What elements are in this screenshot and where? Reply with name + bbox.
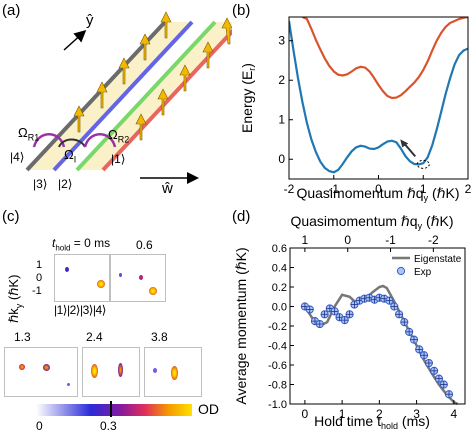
x-tick-label: 2	[376, 407, 383, 421]
y-axis-label: Average momentum (ℏK)	[233, 247, 249, 404]
absorption-image-t24	[82, 347, 140, 397]
frame-label-4: 3.8	[151, 330, 168, 344]
coupling-r2	[83, 133, 117, 148]
panel-label-b: (b)	[232, 2, 251, 19]
spin-arrows	[73, 11, 232, 141]
frame-label-0: thold = 0 ms	[52, 236, 111, 253]
y-axis-arrow	[63, 29, 87, 51]
panel-label-c: (c)	[2, 208, 20, 225]
x-axis-label: Hold time thold (ms)	[314, 413, 430, 431]
frame-label-1: 0.6	[136, 238, 153, 252]
c-ytick-0: 0	[36, 272, 43, 284]
x-tick-label: 4	[450, 407, 457, 421]
x-tick-label: 1	[420, 182, 427, 196]
omega-r2-label: ΩR2	[108, 127, 130, 145]
annotation-arrowhead	[400, 139, 409, 148]
c-ylabel: ℏky (ℏK)	[6, 274, 24, 324]
shaded-strip-right	[77, 22, 232, 170]
x-tick-label: -1	[328, 182, 339, 196]
x-tick-label: 2	[465, 182, 471, 196]
rail-3	[52, 20, 194, 172]
legend-eigenstate-label: Eigenstate	[414, 254, 462, 265]
rail-4	[25, 20, 167, 172]
c-ytick-neg1: -1	[32, 285, 42, 297]
od-colorbar	[36, 404, 192, 416]
y-tick-label: 0.0	[272, 302, 287, 314]
y-tick-label: -1.0	[268, 399, 287, 411]
colorbar-tick-0: 0	[36, 419, 43, 433]
w-axis-label: ŵ	[162, 180, 173, 197]
frame-label-2: 1.3	[14, 330, 31, 344]
y-tick-label: 0.6	[272, 243, 287, 255]
absorption-image-t38	[144, 347, 202, 397]
y-tick-label: -0.4	[268, 341, 287, 353]
y-tick-label: 0	[278, 152, 285, 166]
eigenstate-line	[303, 284, 459, 406]
x-tick-label: 0	[375, 182, 382, 196]
x-tick-label: -2	[284, 182, 295, 196]
absorption-image-t06	[110, 254, 166, 302]
omega-i-label: ΩI	[64, 147, 77, 165]
x-tick-label: 1	[339, 407, 346, 421]
legend-exp-label: Exp	[414, 267, 432, 278]
omega-r1-label: ΩR1	[18, 125, 40, 143]
y-tick-label: 0.2	[272, 282, 287, 294]
colorbar-label: OD	[198, 401, 219, 417]
band-structure-chart: -2 -1 0 1 2 0 1 2 3 Quasimomentum ℏqy (ℏK) Energy …	[239, 16, 471, 203]
x-tick-label: 0	[302, 407, 309, 421]
band-1-line	[289, 20, 468, 174]
panel-label-a: (a)	[2, 2, 21, 19]
absorption-image-t13	[4, 347, 78, 397]
top-tick-label: 1	[302, 233, 309, 247]
annotation-circle	[416, 159, 430, 169]
panel-label-d: (d)	[232, 208, 251, 225]
average-momentum-chart: 0 1 2 3 4 1 0 -1 -2 0.6 0.4 0.2 0.0 -0.2 -0.4 -0.6 -0.8 -…	[233, 213, 466, 431]
absorption-image-t0	[54, 254, 110, 302]
shaded-strip-left	[27, 22, 192, 170]
colorbar-tick-03: 0.3	[100, 419, 117, 433]
y-tick-label: 2	[278, 73, 285, 87]
x-axis-label: Quasimomentum ℏqy (ℏK)	[296, 185, 459, 203]
rail-2	[75, 20, 217, 172]
y-tick-label: 1	[278, 113, 285, 127]
c-ytick-1: 1	[36, 259, 43, 271]
band-2-line	[301, 17, 468, 100]
state-2-label: |2⟩	[58, 177, 73, 191]
colorbar-marker	[110, 401, 112, 417]
y-tick-label: 0.4	[272, 263, 287, 275]
synthetic-lattice-schematic	[25, 11, 232, 184]
y-tick-label: -0.6	[268, 360, 287, 372]
state-axis-labels: |1⟩|2⟩|3⟩|4⟩	[54, 303, 106, 317]
top-tick-label: -1	[385, 233, 396, 247]
coupling-i	[58, 138, 86, 148]
top-tick-label: 0	[344, 233, 351, 247]
state-1-label: |1⟩	[111, 152, 126, 166]
y-axis-label: Energy (Er)	[239, 63, 257, 133]
state-3-label: |3⟩	[33, 177, 48, 191]
x-tick-label: 3	[413, 407, 420, 421]
top-axis-label: Quasimomentum ℏqy (ℏK)	[290, 213, 453, 231]
frame-label-3: 2.4	[86, 330, 103, 344]
rail-1	[101, 28, 232, 172]
y-axis-label: ŷ	[86, 12, 94, 29]
top-tick-label: -2	[428, 233, 439, 247]
y-tick-label: -0.8	[268, 380, 287, 392]
y-tick-label: 3	[278, 34, 285, 48]
legend-exp-swatch	[396, 266, 406, 276]
state-4-label: |4⟩	[10, 150, 25, 164]
y-tick-label: -0.2	[268, 321, 287, 333]
